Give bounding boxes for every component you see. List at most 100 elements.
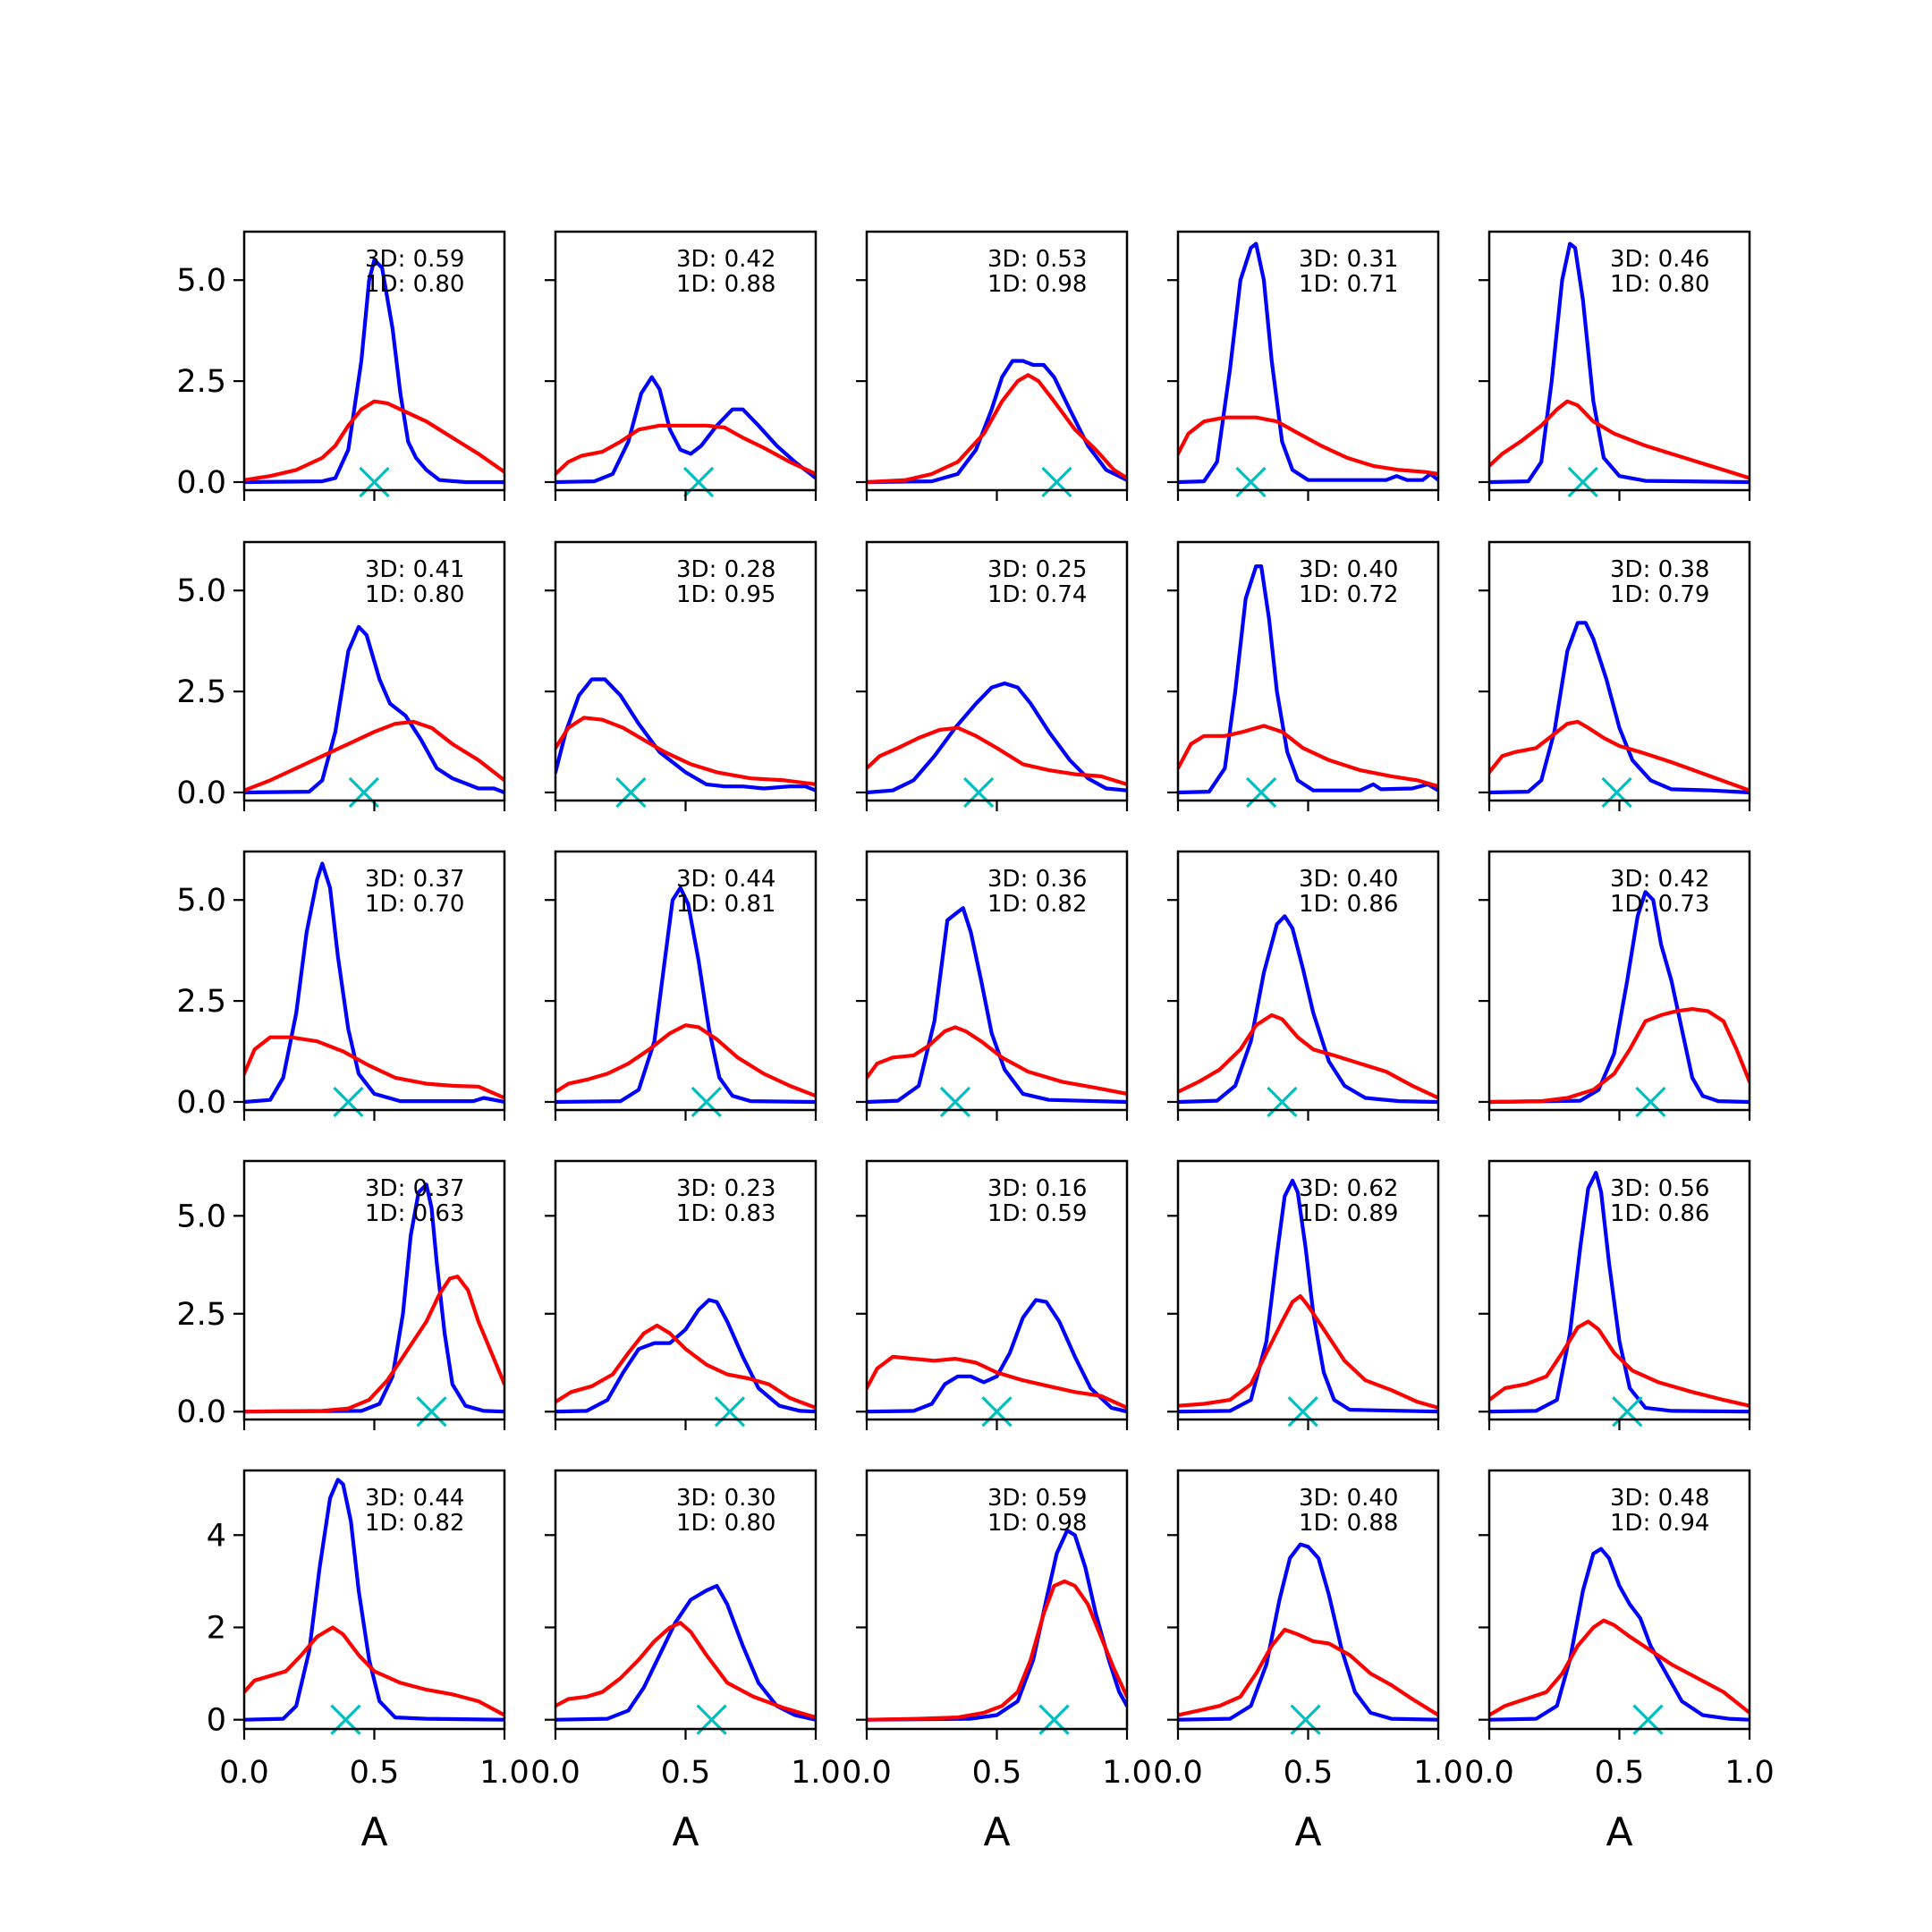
red-density-line (1489, 1618, 1750, 1717)
x-marker (714, 1396, 746, 1428)
annotation-1d: 1D: 0.98 (987, 271, 1087, 298)
annotation-1d: 1D: 0.89 (1299, 1200, 1398, 1227)
annotation-1d: 1D: 0.74 (987, 581, 1087, 608)
red-density-line (1178, 1627, 1438, 1717)
x-tick-label: 0.5 (1284, 1755, 1334, 1791)
blue-density-line (244, 624, 504, 795)
annotation-3d: 3D: 0.16 (987, 1175, 1087, 1202)
x-marker (939, 1086, 971, 1118)
x-tick-label: 0.5 (1595, 1755, 1645, 1791)
annotation-3d: 3D: 0.59 (365, 246, 464, 273)
x-axis-label: A (1606, 1809, 1632, 1855)
annotation-1d: 1D: 0.86 (1299, 891, 1398, 918)
red-density-line (244, 1035, 504, 1100)
x-tick-label: 0.0 (530, 1755, 580, 1791)
annotation-3d: 3D: 0.37 (365, 866, 464, 893)
y-tick-label: 2 (207, 1610, 226, 1646)
annotation-3d: 3D: 0.42 (1610, 866, 1709, 893)
blue-density-line (244, 1182, 504, 1414)
x-tick-label: 0.0 (1153, 1755, 1203, 1791)
x-marker (1287, 1396, 1318, 1428)
annotation-3d: 3D: 0.44 (365, 1485, 464, 1512)
red-density-line (555, 1621, 816, 1720)
y-tick-label: 0 (207, 1703, 226, 1739)
annotation-3d: 3D: 0.41 (365, 556, 464, 583)
red-density-line (1178, 1013, 1438, 1100)
x-tick-label: 0.5 (661, 1755, 711, 1791)
blue-density-line (1489, 242, 1750, 485)
blue-density-line (1178, 914, 1438, 1105)
annotation-1d: 1D: 0.81 (676, 891, 775, 918)
annotation-1d: 1D: 0.80 (365, 271, 464, 298)
red-density-line (1489, 719, 1750, 792)
red-density-line (555, 1323, 816, 1410)
annotation-3d: 3D: 0.23 (676, 1175, 775, 1202)
annotation-1d: 1D: 0.82 (987, 891, 1087, 918)
red-density-line (244, 1625, 504, 1717)
annotation-1d: 1D: 0.63 (365, 1200, 464, 1227)
annotation-1d: 1D: 0.95 (676, 581, 775, 608)
red-density-line (244, 399, 504, 482)
blue-density-line (244, 1478, 504, 1722)
red-density-line (1489, 1007, 1750, 1105)
y-tick-label: 0.0 (176, 1085, 226, 1121)
annotation-3d: 3D: 0.40 (1299, 1485, 1398, 1512)
blue-density-line (555, 375, 816, 485)
x-axis-label: A (672, 1809, 699, 1855)
blue-density-line (1178, 242, 1438, 485)
blue-density-line (1489, 1171, 1750, 1414)
annotation-1d: 1D: 0.82 (365, 1510, 464, 1537)
x-tick-label: 0.0 (219, 1755, 269, 1791)
red-density-line (555, 716, 816, 786)
annotation-1d: 1D: 0.94 (1610, 1510, 1709, 1537)
annotation-3d: 3D: 0.36 (987, 866, 1087, 893)
annotation-3d: 3D: 0.30 (676, 1485, 775, 1512)
x-tick-label: 1.0 (479, 1755, 530, 1791)
annotation-3d: 3D: 0.38 (1610, 556, 1709, 583)
blue-density-line (1178, 1178, 1438, 1414)
annotation-3d: 3D: 0.31 (1299, 246, 1398, 273)
blue-density-line (1178, 564, 1438, 795)
x-marker (416, 1396, 447, 1428)
red-density-line (555, 1023, 816, 1098)
x-marker (962, 776, 995, 809)
annotation-1d: 1D: 0.70 (365, 891, 464, 918)
annotation-3d: 3D: 0.28 (676, 556, 775, 583)
annotation-1d: 1D: 0.80 (676, 1510, 775, 1537)
annotation-3d: 3D: 0.42 (676, 246, 775, 273)
red-density-line (244, 1275, 504, 1414)
annotation-1d: 1D: 0.73 (1610, 891, 1709, 918)
annotation-3d: 3D: 0.37 (365, 1175, 464, 1202)
annotation-1d: 1D: 0.83 (676, 1200, 775, 1227)
x-marker (981, 1396, 1013, 1428)
x-marker (359, 466, 390, 498)
x-tick-label: 1.0 (1102, 1755, 1152, 1791)
x-marker (333, 1086, 364, 1118)
annotation-1d: 1D: 0.72 (1299, 581, 1398, 608)
red-density-line (867, 1579, 1127, 1722)
annotation-3d: 3D: 0.62 (1299, 1175, 1398, 1202)
red-density-line (1178, 1294, 1438, 1410)
annotation-3d: 3D: 0.53 (987, 246, 1087, 273)
x-marker (1567, 466, 1598, 498)
blue-density-line (555, 1583, 816, 1722)
annotation-3d: 3D: 0.48 (1610, 1485, 1709, 1512)
